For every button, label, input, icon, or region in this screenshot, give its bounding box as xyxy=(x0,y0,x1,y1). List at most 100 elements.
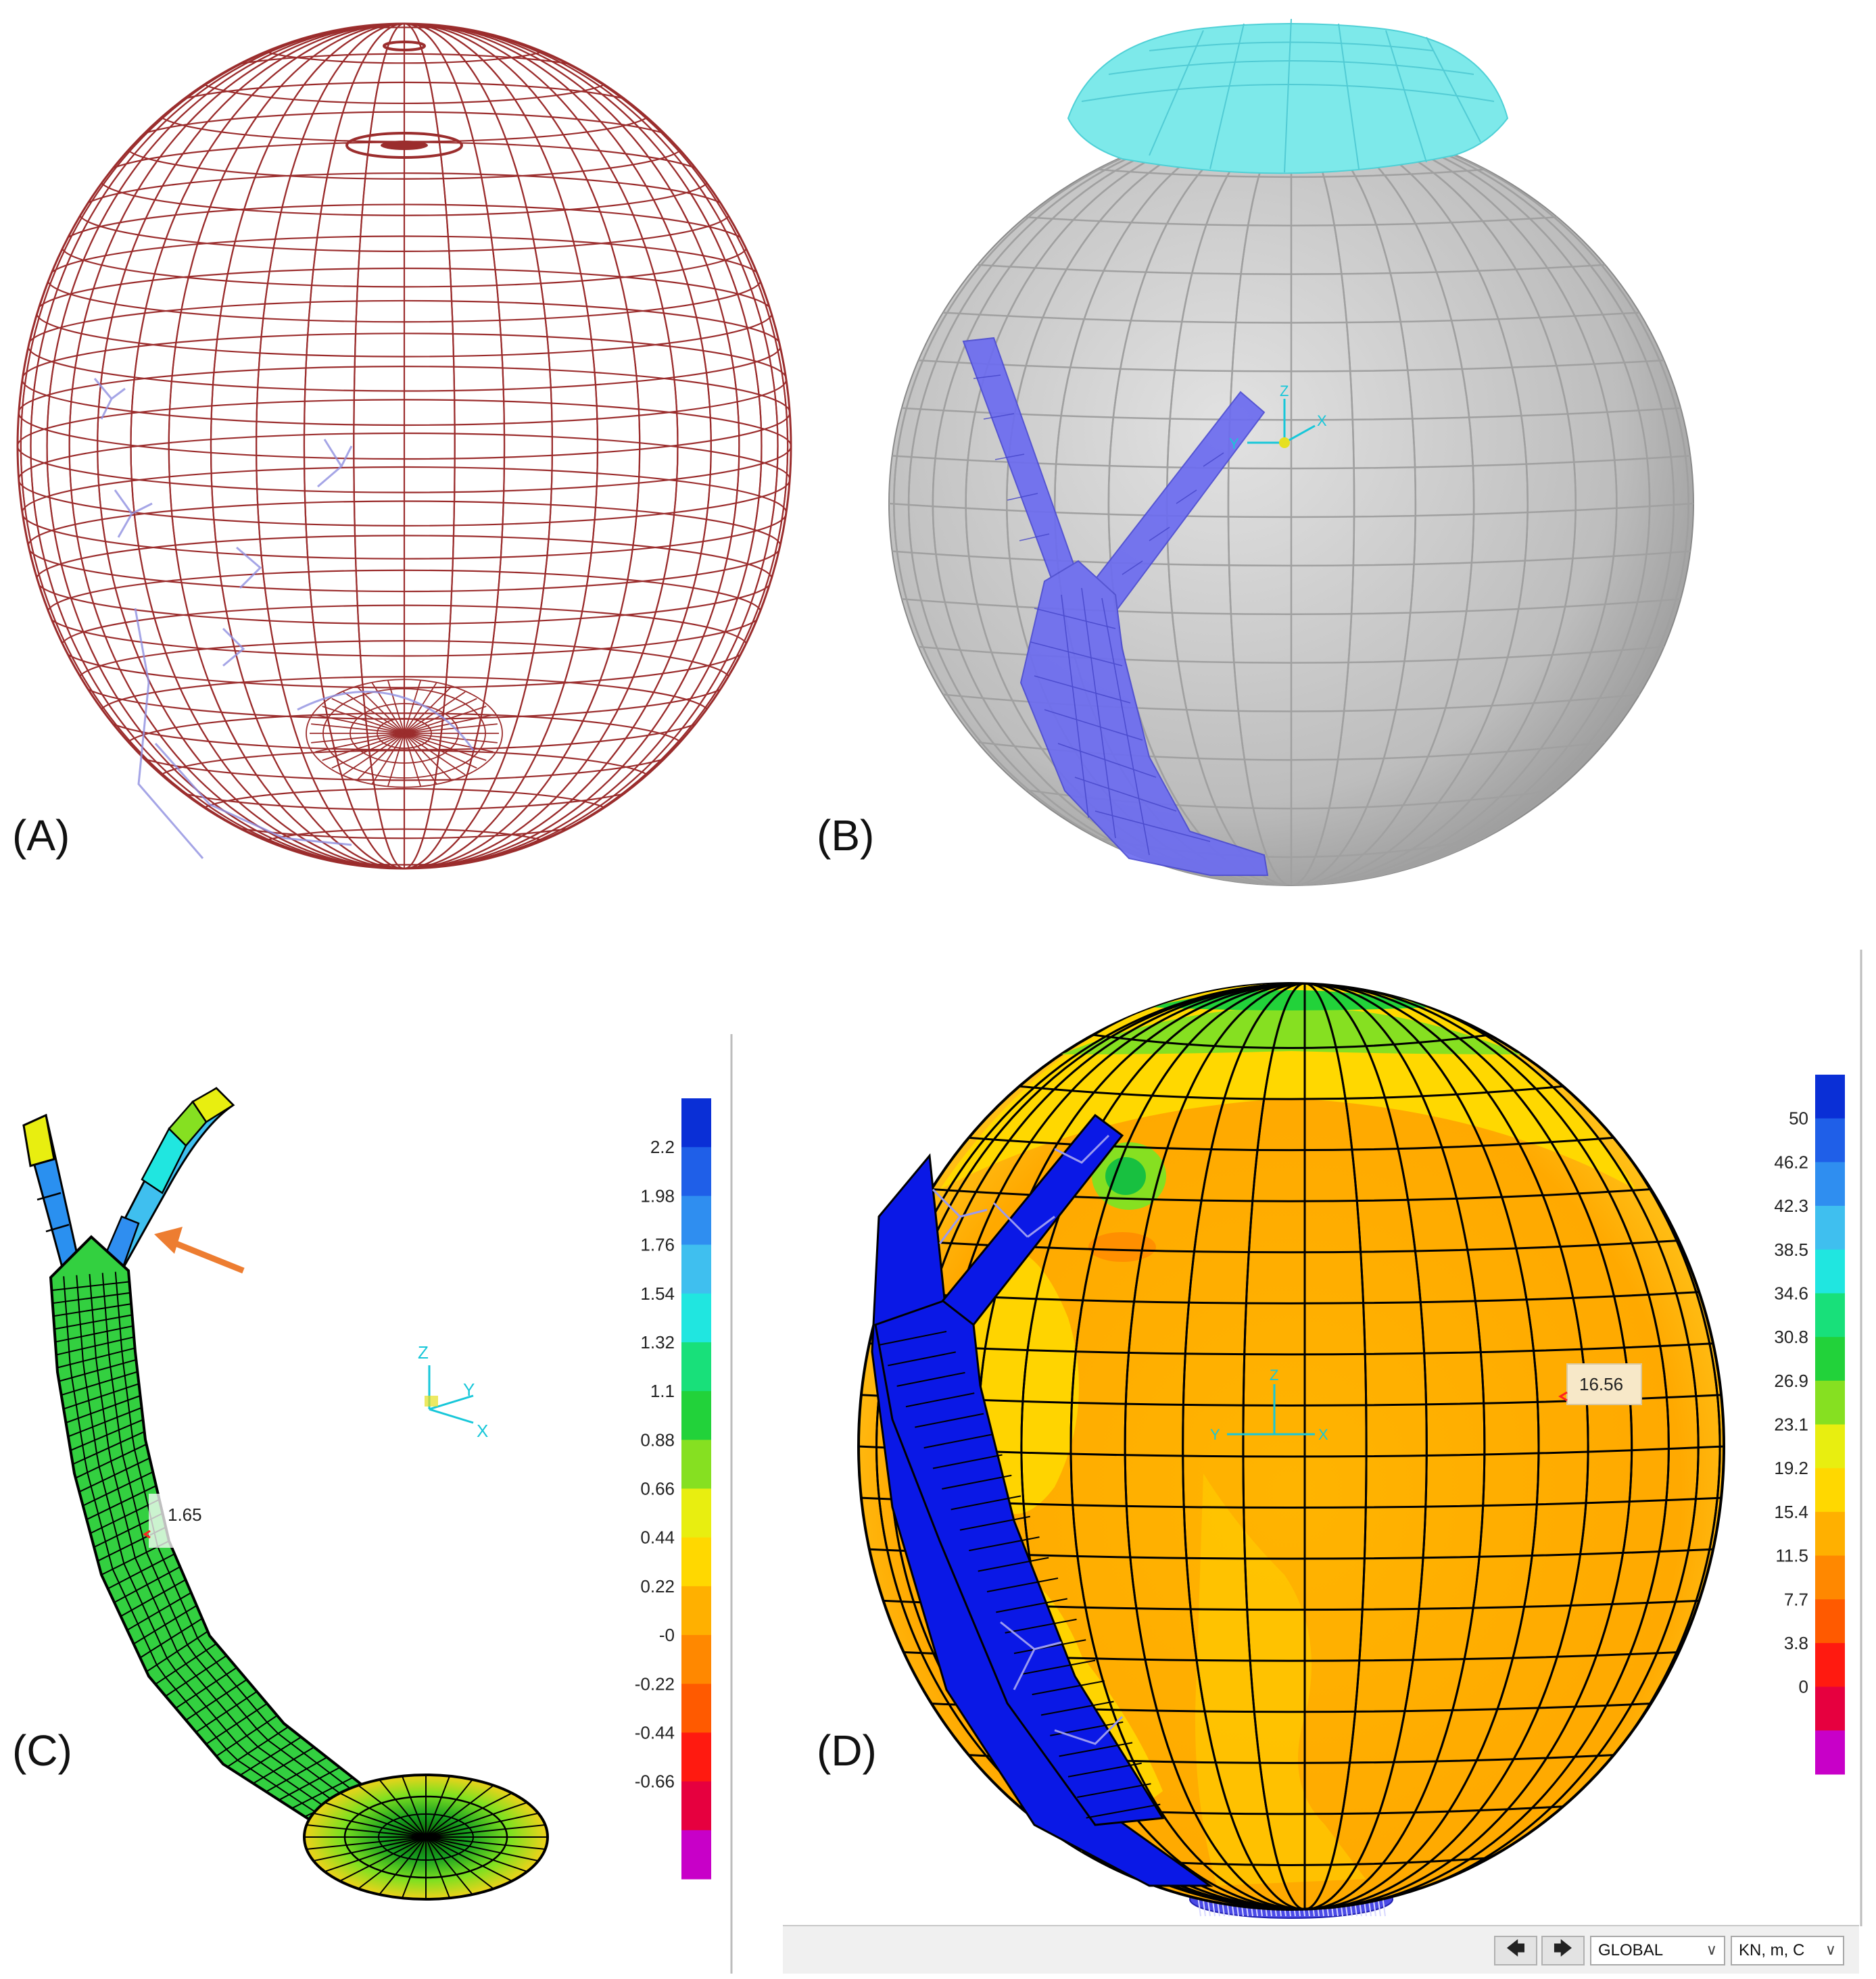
panel-c-legend-swatch xyxy=(681,1293,711,1343)
panel-c-axis-z-label: Z xyxy=(418,1342,429,1363)
wire-latitude xyxy=(18,399,791,493)
grid-meridian xyxy=(965,122,1618,885)
strip-long-line xyxy=(89,1273,349,1812)
panel-c-legend-tick: -0 xyxy=(659,1625,675,1645)
panel-c-highlight-arrow xyxy=(154,1227,245,1274)
pole-ring xyxy=(350,703,459,764)
pole-spoke xyxy=(322,733,405,761)
panel-c-legend-tick: -0.22 xyxy=(635,1673,675,1694)
wire-meridian xyxy=(353,24,456,869)
pole-spoke xyxy=(322,706,405,734)
coordinate-system-select[interactable]: GLOBAL ∨ xyxy=(1590,1936,1725,1965)
panel-c-legend-swatch xyxy=(681,1586,711,1636)
panel-c-legend-tick: -0.66 xyxy=(635,1772,675,1792)
panel-d-legend-swatch xyxy=(1815,1424,1845,1469)
grid-meridian xyxy=(1006,122,1577,885)
strip-cross-line xyxy=(959,1515,1030,1531)
units-select[interactable]: KN, m, C ∨ xyxy=(1731,1936,1844,1965)
strip-cross-line xyxy=(888,1351,956,1367)
panel-c-legend-tick: 1.98 xyxy=(640,1186,675,1206)
disk-spoke xyxy=(425,1836,546,1850)
strip-cross-line xyxy=(1067,1762,1142,1778)
panel-d-legend-tick: 23.1 xyxy=(1774,1415,1808,1435)
strip-cross-line xyxy=(978,1557,1049,1572)
disk-spoke xyxy=(379,1836,427,1895)
disk-spoke xyxy=(339,1836,427,1882)
panel-d-legend-swatch xyxy=(1815,1380,1845,1425)
panel-d-legend-tick: 3.8 xyxy=(1784,1633,1808,1653)
pole-spoke xyxy=(404,714,494,734)
grid-meridian xyxy=(1069,983,1540,1909)
panel-c-legend-swatch xyxy=(681,1732,711,1782)
panel-d-legend-swatch xyxy=(1815,1206,1845,1250)
panel-d-legend-tick: 19.2 xyxy=(1774,1458,1808,1478)
disk-spoke xyxy=(306,1824,427,1838)
panel-b-axis-y-label: Y xyxy=(1229,435,1239,452)
panel-c-legend-swatch xyxy=(681,1196,711,1246)
panel-c-legend-tick: 2.2 xyxy=(650,1137,675,1157)
panel-c-legend-tick: 1.32 xyxy=(640,1332,675,1352)
disk-spoke xyxy=(324,1836,427,1873)
pole-spoke xyxy=(311,733,405,743)
grid-latitude xyxy=(942,312,1640,324)
panel-d-legend-swatch xyxy=(1815,1599,1845,1644)
panel-d-legend-swatch xyxy=(1815,1249,1845,1294)
panel-d-legend-swatch xyxy=(1815,1293,1845,1338)
wire-meridian xyxy=(256,24,553,869)
prev-view-button[interactable]: 🡄 xyxy=(1494,1936,1537,1965)
strip-cross-line xyxy=(996,1598,1067,1613)
units-value: KN, m, C xyxy=(1739,1941,1805,1959)
panel-c-legend-swatch xyxy=(681,1342,711,1392)
panel-d-legend: 50 46.2 42.3 38.5 34.6 30.8 26.9 23.1 19.2 15.4 11… xyxy=(1774,1075,1845,1775)
disk-spoke xyxy=(425,1836,451,1899)
panel-d-legend-tick: 42.3 xyxy=(1774,1196,1808,1216)
panel-d-legend-swatch xyxy=(1815,1511,1845,1557)
panel-c-legend-tick: 1.54 xyxy=(640,1284,675,1304)
pole-spoke xyxy=(404,733,494,753)
arrow-right-icon: 🡆 xyxy=(1553,1938,1573,1959)
wire-meridian xyxy=(68,24,740,869)
panel-c-contour-model: 1.65 Z Y X 2.2 1.98 1.76 1.54 1.32 1.1 0.88 0.6… xyxy=(22,1034,733,1974)
panel-d-legend-tick: 15.4 xyxy=(1774,1502,1808,1522)
pole-spoke xyxy=(315,733,405,753)
pole-spoke xyxy=(315,714,405,734)
panel-c-legend-swatch xyxy=(681,1781,711,1831)
strip-cross-line xyxy=(932,1454,1003,1469)
grid-meridian xyxy=(1182,983,1428,1909)
wire-meridian xyxy=(97,24,712,869)
panel-d-legend-swatch xyxy=(1815,1555,1845,1600)
panel-c-legend-swatch xyxy=(681,1635,711,1684)
panel-c-legend-swatch xyxy=(681,1147,711,1196)
panel-c-legend-tick: 1.1 xyxy=(650,1381,675,1401)
panel-c-legend-swatch xyxy=(681,1098,711,1148)
next-view-button[interactable]: 🡆 xyxy=(1541,1936,1585,1965)
panel-c-legend-tick: 0.22 xyxy=(640,1576,675,1596)
strip-cross-line xyxy=(969,1536,1040,1552)
strip-cross-line xyxy=(923,1434,993,1449)
panel-c-legend-swatch xyxy=(681,1537,711,1587)
panel-d-legend-swatch xyxy=(1815,1642,1845,1688)
grid-meridian xyxy=(1020,983,1589,1909)
strip-cross-line xyxy=(942,1474,1012,1490)
disk-spoke xyxy=(425,1779,473,1838)
panel-c-legend: 2.2 1.98 1.76 1.54 1.32 1.1 0.88 0.66 0.44 0.22 -0… xyxy=(635,1098,711,1880)
panel-d-legend-tick: 26.9 xyxy=(1774,1371,1808,1391)
panel-c-legend-swatch xyxy=(681,1684,711,1733)
pole-ring xyxy=(306,679,503,788)
strip-cross-line xyxy=(1040,1701,1114,1716)
panel-d-axis-y-label: Y xyxy=(1210,1426,1220,1443)
panel-c-legend-swatch xyxy=(681,1440,711,1489)
strip-cross-line xyxy=(1059,1742,1133,1757)
panel-d-legend-tick: 34.6 xyxy=(1774,1283,1808,1303)
panel-c-legend-swatch xyxy=(681,1830,711,1880)
panel-d-axis-x-label: X xyxy=(1318,1426,1328,1443)
wire-meridian xyxy=(46,24,763,869)
grid-latitude xyxy=(977,264,1606,275)
strip-cross-line xyxy=(1005,1618,1077,1634)
pole-spoke xyxy=(331,698,405,734)
strip-cross-line xyxy=(1086,1803,1161,1819)
panel-d-legend-tick: 7.7 xyxy=(1784,1589,1808,1609)
panel-c-legend-swatch xyxy=(681,1391,711,1440)
panel-b-solid-sphere: Z Y X xyxy=(888,18,1694,886)
pole-spoke xyxy=(404,723,498,734)
